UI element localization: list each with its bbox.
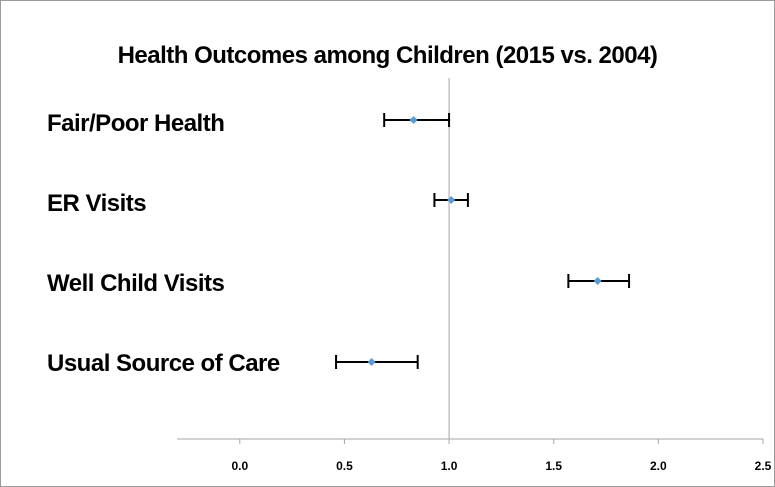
category-label-fair-poor-health: Fair/Poor Health xyxy=(47,110,225,137)
category-label-well-child-visits: Well Child Visits xyxy=(47,270,225,297)
chart-title: Health Outcomes among Children (2015 vs.… xyxy=(117,42,658,69)
x-tick-label: 2.0 xyxy=(650,459,667,473)
data-point xyxy=(447,196,456,204)
x-tick-label: 1.5 xyxy=(545,459,562,473)
x-axis-ticks: 0.0 0.5 1.0 1.5 2.0 2.5 xyxy=(231,439,772,473)
data-point xyxy=(409,116,418,124)
x-tick-label: 2.5 xyxy=(755,459,772,473)
x-tick-label: 0.0 xyxy=(231,459,248,473)
data-marks xyxy=(335,113,631,369)
x-tick-label: 0.5 xyxy=(336,459,353,473)
x-tick-label: 1.0 xyxy=(441,459,458,473)
category-label-usual-source-of-care: Usual Source of Care xyxy=(47,350,280,377)
data-point xyxy=(593,277,602,285)
category-label-er-visits: ER Visits xyxy=(47,190,147,217)
data-point xyxy=(367,358,376,366)
